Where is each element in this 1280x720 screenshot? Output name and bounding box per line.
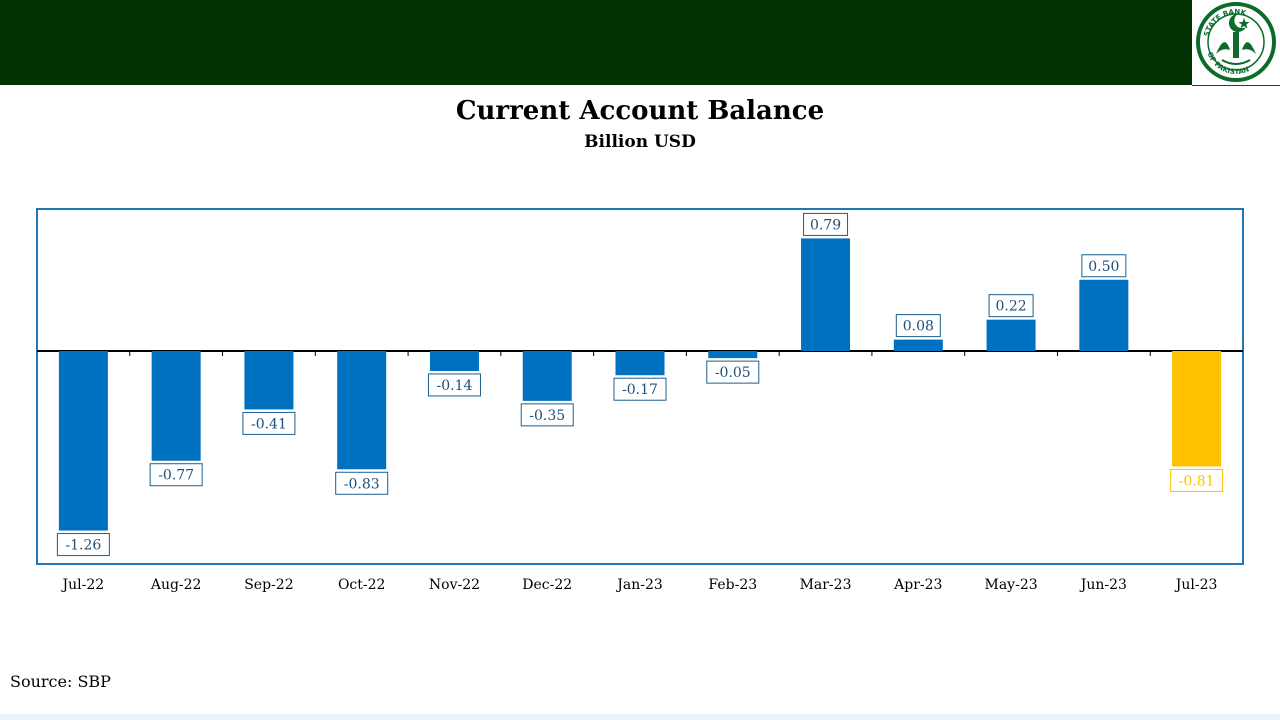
bar-jan-23 — [615, 351, 665, 376]
data-label: -0.83 — [335, 471, 389, 495]
data-label-box — [1081, 254, 1127, 278]
data-label-box — [988, 294, 1034, 318]
bar-nov-22 — [429, 351, 479, 371]
x-tick-label: Apr-23 — [893, 577, 942, 593]
x-tick-label: Sep-22 — [244, 577, 293, 593]
bars-group — [58, 238, 1222, 531]
header-banner — [0, 0, 1192, 85]
bar-dec-22 — [522, 351, 572, 401]
data-label-box — [56, 533, 110, 557]
data-label-box — [1170, 468, 1224, 492]
data-label-text: -0.35 — [529, 408, 565, 424]
x-tick-label: Jul-23 — [1174, 577, 1218, 593]
data-label: -0.77 — [149, 463, 203, 487]
data-label: -0.05 — [706, 360, 760, 384]
data-label-box — [613, 377, 667, 401]
sbp-emblem-icon: STATE BANK OF PAKISTAN — [1196, 2, 1276, 82]
x-tick-label: May-23 — [985, 577, 1038, 593]
data-label-text: -0.83 — [344, 476, 380, 492]
x-tick-label: Jun-23 — [1079, 577, 1127, 593]
data-label: -0.17 — [613, 377, 667, 401]
bar-oct-22 — [337, 351, 387, 470]
chart-subtitle: Billion USD — [584, 132, 696, 152]
bar-jul-23 — [1172, 351, 1222, 467]
data-label-box — [335, 471, 389, 495]
data-label-text: -0.41 — [251, 416, 287, 432]
x-tick-label: Jul-22 — [61, 577, 105, 593]
data-label: 0.50 — [1081, 254, 1127, 278]
data-label: 0.79 — [803, 212, 849, 236]
data-label-box — [427, 373, 481, 397]
data-label: -0.81 — [1170, 468, 1224, 492]
data-label-text: -1.26 — [65, 538, 101, 554]
x-tick-label: Nov-22 — [429, 577, 480, 593]
data-label: -0.35 — [520, 403, 574, 427]
data-label-text: -0.14 — [437, 378, 473, 394]
bar-jun-23 — [1079, 279, 1129, 351]
x-tick-labels-group: Jul-22 Aug-22 Sep-22 Oct-22 Nov-22 Dec-22 Jan-… — [61, 577, 1218, 593]
data-label: -1.26 — [56, 533, 110, 557]
data-label-text: 0.08 — [903, 319, 934, 335]
x-tick-label: Aug-22 — [150, 577, 202, 593]
data-label-text: -0.77 — [158, 468, 194, 484]
plot-frame — [36, 208, 1244, 565]
data-label-text: -0.05 — [715, 365, 751, 381]
data-labels-group: -1.26 -0.77 -0.41 -0.83 -0.14 -0.35 -0.17 -0.05… — [56, 212, 1224, 557]
data-label-box — [895, 314, 941, 338]
data-label-box — [520, 403, 574, 427]
source-note: Source: SBP — [10, 672, 111, 691]
bar-feb-23 — [708, 351, 758, 359]
data-label-box — [706, 360, 760, 384]
data-label: 0.22 — [988, 294, 1034, 318]
data-label: 0.08 — [895, 314, 941, 338]
data-label-text: 0.22 — [995, 299, 1026, 315]
x-tick-label: Jan-23 — [615, 577, 663, 593]
sbp-logo: STATE BANK OF PAKISTAN — [1192, 0, 1280, 86]
x-tick-label: Feb-23 — [708, 577, 757, 593]
bar-aug-22 — [151, 351, 201, 461]
bar-sep-22 — [244, 351, 294, 410]
data-label: -0.41 — [242, 411, 296, 435]
x-tick-label: Dec-22 — [522, 577, 572, 593]
bar-apr-23 — [893, 339, 943, 351]
data-label-text: -0.81 — [1179, 473, 1215, 489]
chart-title: Current Account Balance — [455, 96, 825, 126]
data-label-box — [803, 212, 849, 236]
bar-may-23 — [986, 319, 1036, 351]
data-label-text: 0.79 — [810, 217, 841, 233]
bar-jul-22 — [58, 351, 108, 531]
footer-strip — [0, 714, 1280, 720]
x-tick-label: Oct-22 — [338, 577, 386, 593]
data-label-text: -0.17 — [622, 382, 658, 398]
data-label: -0.14 — [427, 373, 481, 397]
axis-ticks — [129, 351, 1151, 356]
bar-mar-23 — [801, 238, 851, 351]
data-label-box — [149, 463, 203, 487]
data-label-box — [242, 411, 296, 435]
data-label-text: 0.50 — [1088, 259, 1119, 275]
x-tick-label: Mar-23 — [800, 577, 852, 593]
